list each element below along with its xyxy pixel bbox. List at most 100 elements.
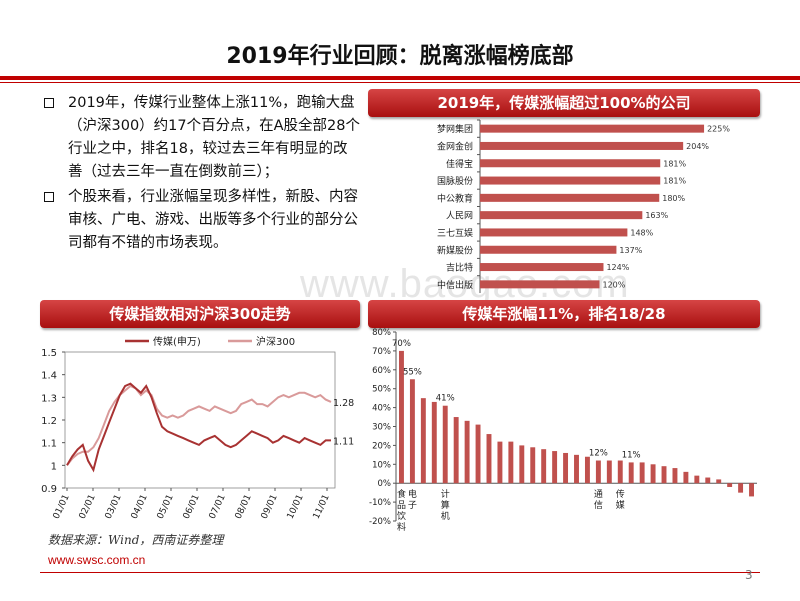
bar [420,398,426,484]
data-label: 204% [686,142,709,151]
data-label: 181% [663,177,686,186]
bar [595,460,601,484]
category-label: 三七互娱 [437,227,473,239]
bar [530,447,536,484]
category-label: 国脉股份 [437,175,473,187]
bar [399,350,404,484]
bar [464,420,470,484]
top-companies-header: 2019年，传媒涨幅超过100%的公司 [368,89,760,117]
bar [475,424,481,484]
category-label-char: 传 [616,488,625,500]
end-value-label: 1.28 [333,398,354,409]
bar [617,460,623,484]
bar [486,434,492,484]
bullet-text: 2019年，传媒行业整体上涨11%，跑输大盘（沪深300）约17个百分点，在A股… [68,95,360,180]
y-tick-label: 80% [372,328,391,338]
category-label: 佳得宝 [446,158,473,170]
legend-label: 传媒(申万) [153,335,201,348]
x-tick-label: 01/01 [52,493,72,521]
footer-url[interactable]: www.swsc.com.cn [48,553,146,567]
y-tick-label: 10% [372,460,391,470]
bar [409,379,415,484]
data-label: 180% [662,194,685,203]
bar [480,228,628,237]
y-tick-label: 1.1 [41,439,57,450]
bar [480,176,661,185]
x-tick-label: 02/01 [78,493,98,521]
bar [431,401,437,484]
data-label: 137% [619,246,642,255]
y-tick-label: 30% [372,423,391,433]
bullet-text: 个股来看，行业涨幅呈现多样性，新股、内容审核、广电、游戏、出版等多个行业的部分公… [68,189,358,251]
y-tick-label: -10% [369,498,391,508]
page-number: 3 [745,568,753,582]
bar [628,462,634,484]
category-label: 梦网集团 [437,123,473,135]
category-label-char: 品 [397,500,406,511]
bar [497,441,503,484]
plot-frame [64,351,336,489]
y-tick-label: 1.2 [41,416,57,427]
bar [480,124,705,133]
bar [541,449,547,484]
x-tick-label: 09/01 [260,493,280,521]
bar [606,460,612,484]
bar [694,475,700,484]
legend-label: 沪深300 [256,335,295,348]
category-label-char: 算 [441,499,450,511]
y-tick-label: 60% [372,366,391,376]
category-label: 人民网 [446,211,473,222]
bullet-list: 2019年，传媒行业整体上涨11%，跑输大盘（沪深300）约17个百分点，在A股… [42,92,360,257]
index-chart-header: 传媒指数相对沪深300走势 [40,300,360,328]
square-bullet-icon [44,98,54,108]
y-tick-label: 0% [378,479,392,489]
data-source: 数据来源：Wind，西南证券整理 [48,533,224,547]
x-tick-label: 06/01 [182,493,202,521]
data-label: 225% [707,125,730,134]
bar [563,452,569,484]
x-tick-label: 08/01 [234,493,254,521]
y-tick-label: 50% [372,385,391,395]
bar [683,471,689,484]
bar [508,441,514,484]
bar [442,405,448,484]
bar [639,462,645,484]
category-label-char: 计 [441,488,450,500]
data-label: 12% [589,449,608,459]
category-label-char: 电 [408,488,417,500]
category-label-char: 饮 [397,510,406,522]
x-tick-label: 04/01 [130,493,150,521]
data-label: 55% [403,367,422,377]
industry-chart-header: 传媒年涨幅11%，排名18/28 [368,300,760,328]
series-line [66,384,332,466]
bar [480,211,643,220]
bar [552,451,558,484]
y-tick-label: 1.4 [41,371,57,382]
data-label: 148% [630,228,653,237]
title-divider [0,76,800,80]
title-divider-thin [0,82,800,83]
data-label: 181% [663,159,686,168]
bar [480,141,684,150]
end-value-label: 1.11 [333,436,354,447]
bar [574,454,579,484]
footer-divider [40,572,760,573]
y-tick-label: 1.5 [41,348,57,359]
y-tick-label: 0.9 [41,484,57,495]
bullet-item: 个股来看，行业涨幅呈现多样性，新股、内容审核、广电、游戏、出版等多个行业的部分公… [42,186,360,255]
bar [749,483,754,497]
bar [480,193,660,202]
series-line [66,382,331,473]
category-label-char: 媒 [616,500,625,511]
bar [738,483,744,493]
y-tick-label: 70% [372,347,391,357]
bar [661,466,667,484]
y-tick-label: 1 [51,461,57,472]
bar [716,479,722,484]
bar [519,445,525,484]
category-label-char: 机 [441,510,450,522]
y-tick-label: -20% [369,517,391,527]
y-tick-label: 40% [372,404,391,414]
bar [480,245,617,254]
y-tick-label: 20% [372,441,391,451]
